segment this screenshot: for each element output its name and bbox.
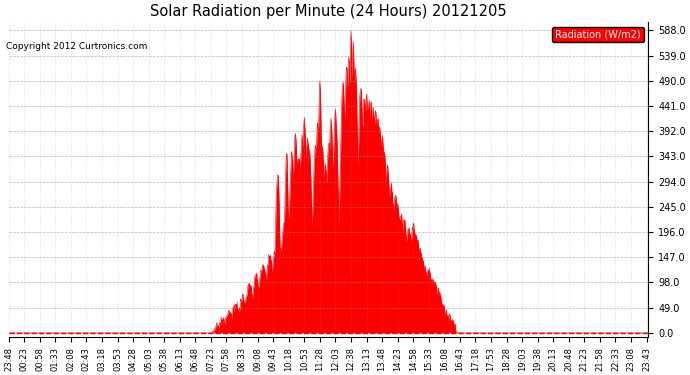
Text: Copyright 2012 Curtronics.com: Copyright 2012 Curtronics.com [6,42,147,51]
Legend: Radiation (W/m2): Radiation (W/m2) [552,27,644,42]
Title: Solar Radiation per Minute (24 Hours) 20121205: Solar Radiation per Minute (24 Hours) 20… [150,4,507,19]
